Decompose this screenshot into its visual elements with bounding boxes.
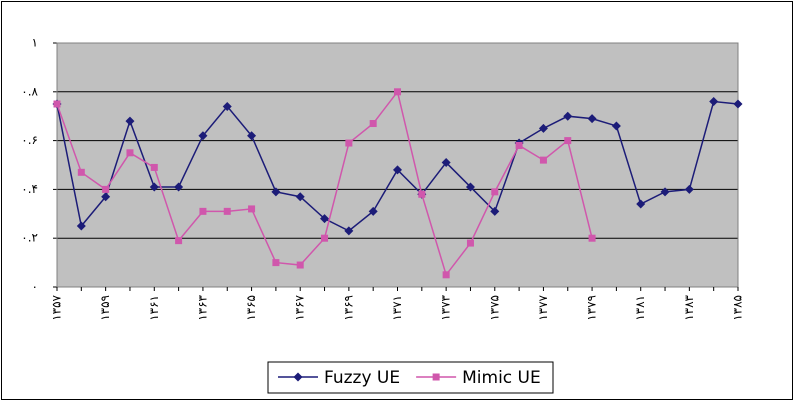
x-tick-label: ۱۳۸۱ bbox=[633, 295, 647, 321]
y-tick-label: ۰ bbox=[32, 280, 38, 294]
point-marker bbox=[248, 205, 256, 213]
point-marker bbox=[588, 234, 596, 242]
y-tick-label: ۰.۴ bbox=[21, 182, 38, 196]
point-marker bbox=[442, 271, 450, 279]
x-tick-label: ۱۳۷۵ bbox=[487, 295, 501, 321]
point-marker bbox=[198, 131, 208, 141]
point-marker bbox=[223, 207, 231, 215]
x-tick-label: ۱۳۷۹ bbox=[585, 295, 599, 321]
point-marker bbox=[296, 261, 304, 269]
point-marker bbox=[660, 187, 670, 197]
x-tick-label: ۱۳۷۱ bbox=[390, 295, 404, 321]
x-tick-label: ۱۳۶۷ bbox=[293, 294, 307, 320]
point-marker bbox=[344, 226, 354, 236]
point-marker bbox=[222, 101, 232, 111]
point-marker bbox=[126, 149, 134, 157]
x-tick-label: ۱۳۸۳ bbox=[682, 294, 696, 320]
point-marker bbox=[733, 99, 743, 109]
x-tick-label: ۱۳۶۳ bbox=[195, 294, 209, 320]
point-marker bbox=[394, 88, 401, 96]
point-marker bbox=[174, 182, 184, 192]
y-tick-label: ۰.۸ bbox=[21, 84, 38, 98]
point-marker bbox=[564, 137, 572, 145]
legend-label: Mimic UE bbox=[462, 368, 541, 388]
point-marker bbox=[293, 372, 303, 382]
point-marker bbox=[149, 182, 159, 192]
point-marker bbox=[76, 221, 86, 231]
point-marker bbox=[295, 192, 305, 202]
point-marker bbox=[272, 259, 280, 267]
point-marker bbox=[150, 163, 158, 171]
point-marker bbox=[320, 214, 330, 224]
x-tick-label: ۱۳۶۹ bbox=[341, 295, 355, 321]
point-marker bbox=[465, 182, 475, 192]
point-marker bbox=[418, 190, 426, 198]
point-marker bbox=[345, 139, 353, 147]
point-marker bbox=[538, 123, 548, 133]
x-tick-label: ۱۳۵۷ bbox=[50, 294, 64, 320]
x-tick-label: ۱۳۶۱ bbox=[147, 295, 161, 321]
point-marker bbox=[101, 192, 111, 202]
legend-label: Fuzzy UE bbox=[324, 368, 400, 388]
point-marker bbox=[125, 116, 135, 126]
plot-area bbox=[57, 43, 738, 287]
point-marker bbox=[369, 120, 377, 128]
point-marker bbox=[636, 199, 646, 209]
point-marker bbox=[368, 206, 378, 216]
x-tick-label: ۱۳۸۵ bbox=[731, 295, 745, 321]
y-tick-label: ۱ bbox=[32, 36, 38, 50]
point-marker bbox=[53, 100, 61, 108]
y-tick-label: ۰.۲ bbox=[21, 231, 38, 245]
point-marker bbox=[321, 234, 329, 242]
point-marker bbox=[491, 188, 499, 196]
point-marker bbox=[684, 184, 694, 194]
point-marker bbox=[490, 206, 500, 216]
x-tick-label: ۱۳۷۳ bbox=[439, 294, 453, 320]
point-marker bbox=[515, 141, 523, 149]
point-marker bbox=[539, 156, 547, 164]
y-tick-label: ۰.۶ bbox=[21, 133, 38, 147]
point-marker bbox=[432, 373, 440, 381]
x-tick-label: ۱۳۷۷ bbox=[536, 294, 550, 320]
x-tick-label: ۱۳۵۹ bbox=[98, 295, 112, 321]
point-marker bbox=[563, 111, 573, 121]
point-marker bbox=[587, 114, 597, 124]
point-marker bbox=[247, 131, 257, 141]
x-tick-label: ۱۳۶۵ bbox=[244, 295, 258, 321]
point-marker bbox=[77, 168, 85, 176]
point-marker bbox=[271, 187, 281, 197]
point-marker bbox=[393, 165, 402, 175]
point-marker bbox=[611, 121, 621, 131]
point-marker bbox=[102, 185, 110, 193]
point-marker bbox=[441, 158, 451, 168]
point-marker bbox=[199, 207, 207, 215]
legend: Fuzzy UE Mimic UE bbox=[267, 361, 554, 394]
point-marker bbox=[466, 239, 474, 247]
point-marker bbox=[175, 237, 183, 245]
point-marker bbox=[709, 97, 719, 107]
